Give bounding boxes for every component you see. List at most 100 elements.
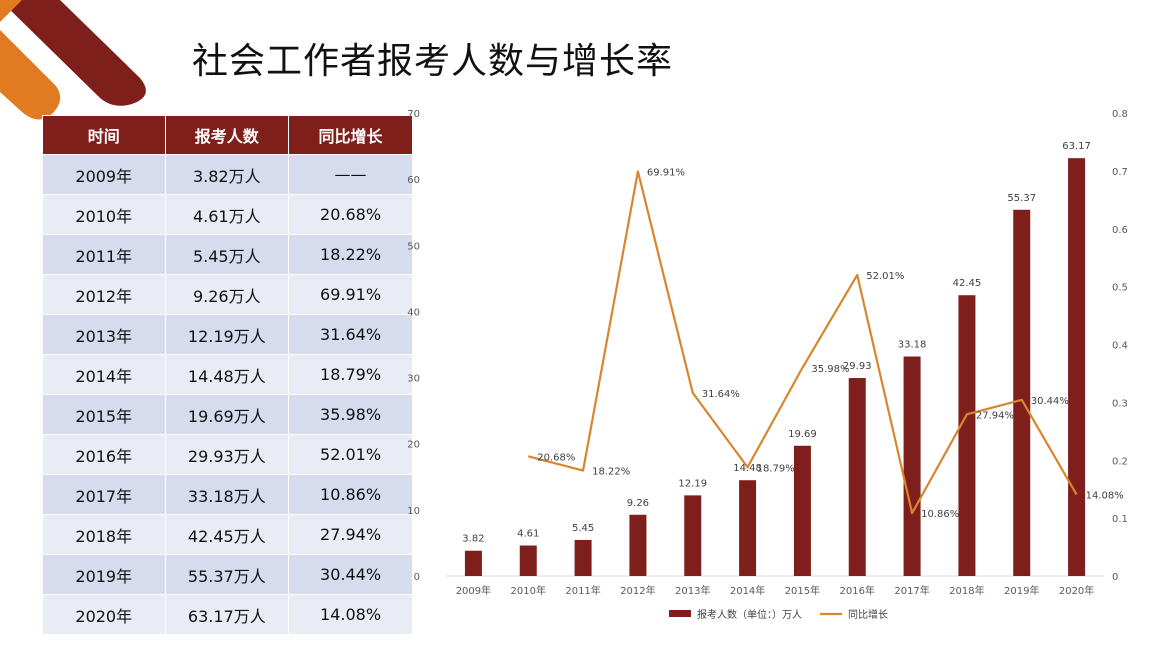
cell-applicants: 4.61万人 [164,194,290,235]
y-left-tick-label: 40 [407,307,420,318]
y-right-tick-label: 0.4 [1112,341,1128,352]
table-row: 2013年 12.19万人 31.64% [42,314,413,355]
bar-value-label: 19.69 [788,429,817,440]
legend-label-line: 同比增长 [848,608,888,621]
line-value-label: 35.98% [811,364,849,375]
y-right-tick-label: 0.7 [1112,167,1128,178]
table-row: 2017年 33.18万人 10.86% [42,474,413,515]
y-left-tick-label: 30 [407,374,420,385]
line-value-label: 52.01% [866,271,904,282]
cell-applicants: 5.45万人 [164,234,290,275]
bar [684,495,702,576]
bar-value-label: 12.19 [678,478,707,489]
x-tick-label: 2015年 [785,584,820,597]
x-tick-label: 2010年 [511,584,546,597]
header-applicants: 报考人数 [164,115,290,155]
cell-year: 2019年 [42,554,166,595]
line-data-labels: 20.68% 18.22% 69.91% 31.64% 18.79% 35.98% 52.0… [537,167,1123,520]
legend: 报考人数（单位：）万人 同比增长 [669,608,888,621]
cell-year: 2014年 [42,354,166,395]
decoration-shapes [0,0,146,120]
table-row: 2012年 9.26万人 69.91% [42,274,413,315]
bar-series [464,158,1086,576]
cell-growth: 52.01% [288,434,413,475]
line-value-label: 31.64% [702,389,740,400]
bar [739,480,757,576]
x-tick-label: 2011年 [565,584,600,597]
y-right-tick-label: 0.5 [1112,283,1128,294]
cell-applicants: 9.26万人 [164,274,290,315]
y-left-tick-label: 60 [407,175,420,186]
line-value-label: 69.91% [647,167,685,178]
x-tick-label: 2016年 [840,584,875,597]
x-tick-label: 2013年 [675,584,710,597]
y-left-tick-label: 70 [407,109,420,120]
x-tick-label: 2009年 [456,584,491,597]
table-row: 2016年 29.93万人 52.01% [42,434,413,475]
bar-value-label: 33.18 [898,340,927,351]
y-left-tick-label: 10 [407,506,420,517]
table-row: 2009年 3.82万人 —— [42,154,413,195]
bar-value-label: 3.82 [462,534,484,545]
bar [464,550,482,576]
cell-growth: —— [288,154,413,195]
cell-growth: 20.68% [288,194,413,235]
cell-year: 2013年 [42,314,166,355]
cell-applicants: 19.69万人 [164,394,290,435]
bar [793,445,811,576]
y-axis-left-ticks: 0 10 20 30 40 50 60 70 [407,109,420,583]
table-row: 2015年 19.69万人 35.98% [42,394,413,435]
bar-value-label: 4.61 [517,529,539,540]
cell-applicants: 63.17万人 [164,594,290,635]
table-row: 2010年 4.61万人 20.68% [42,194,413,235]
cell-year: 2018年 [42,514,166,555]
line-value-label: 10.86% [921,509,959,520]
line-value-label: 18.22% [592,467,630,478]
cell-year: 2012年 [42,274,166,315]
bar [848,378,866,576]
cell-growth: 18.79% [288,354,413,395]
page-title: 社会工作者报考人数与增长率 [192,41,674,82]
y-axis-right-ticks: 0 0.1 0.2 0.3 0.4 0.5 0.6 0.7 0.8 [1112,109,1128,583]
bar-value-label: 14.48 [733,463,762,474]
bar [1068,158,1086,576]
legend-swatch-bar [669,610,691,617]
bar-data-labels: 3.82 4.61 5.45 9.26 12.19 14.48 19.69 29.93 33.1… [462,141,1091,545]
table-header-row: 时间 报考人数 同比增长 [42,115,413,155]
bar-value-label: 9.26 [627,498,649,509]
cell-applicants: 3.82万人 [164,154,290,195]
line-value-label: 18.79% [757,463,795,474]
table-row: 2019年 55.37万人 30.44% [42,554,413,595]
bar-value-label: 55.37 [1007,193,1036,204]
cell-growth: 10.86% [288,474,413,515]
y-left-tick-label: 20 [407,440,420,451]
line-value-label: 30.44% [1031,396,1069,407]
legend-label-bar: 报考人数（单位：）万人 [697,608,802,621]
cell-year: 2020年 [42,594,166,635]
line-value-label: 14.08% [1086,491,1124,502]
cell-year: 2010年 [42,194,166,235]
bar-value-label: 5.45 [572,523,594,534]
x-tick-label: 2020年 [1059,584,1094,597]
cell-applicants: 55.37万人 [164,554,290,595]
corner-decoration [0,0,146,120]
line-value-label: 27.94% [976,410,1014,421]
table-row: 2011年 5.45万人 18.22% [42,234,413,275]
y-left-tick-label: 50 [407,241,420,252]
cell-applicants: 42.45万人 [164,514,290,555]
table-body: 2009年 3.82万人 —— 2010年 4.61万人 20.68% 2011年 5.45万… [42,154,413,635]
header-year: 时间 [42,115,166,155]
bar [903,356,921,576]
bar [958,295,976,576]
cell-year: 2016年 [42,434,166,475]
cell-growth: 14.08% [288,594,413,635]
bar-value-label: 63.17 [1062,141,1091,152]
bar-value-label: 42.45 [953,278,982,289]
cell-year: 2009年 [42,154,166,195]
cell-growth: 69.91% [288,274,413,315]
cell-growth: 27.94% [288,514,413,555]
x-tick-label: 2014年 [730,584,765,597]
cell-growth: 35.98% [288,394,413,435]
bar-value-label: 29.93 [843,361,872,372]
